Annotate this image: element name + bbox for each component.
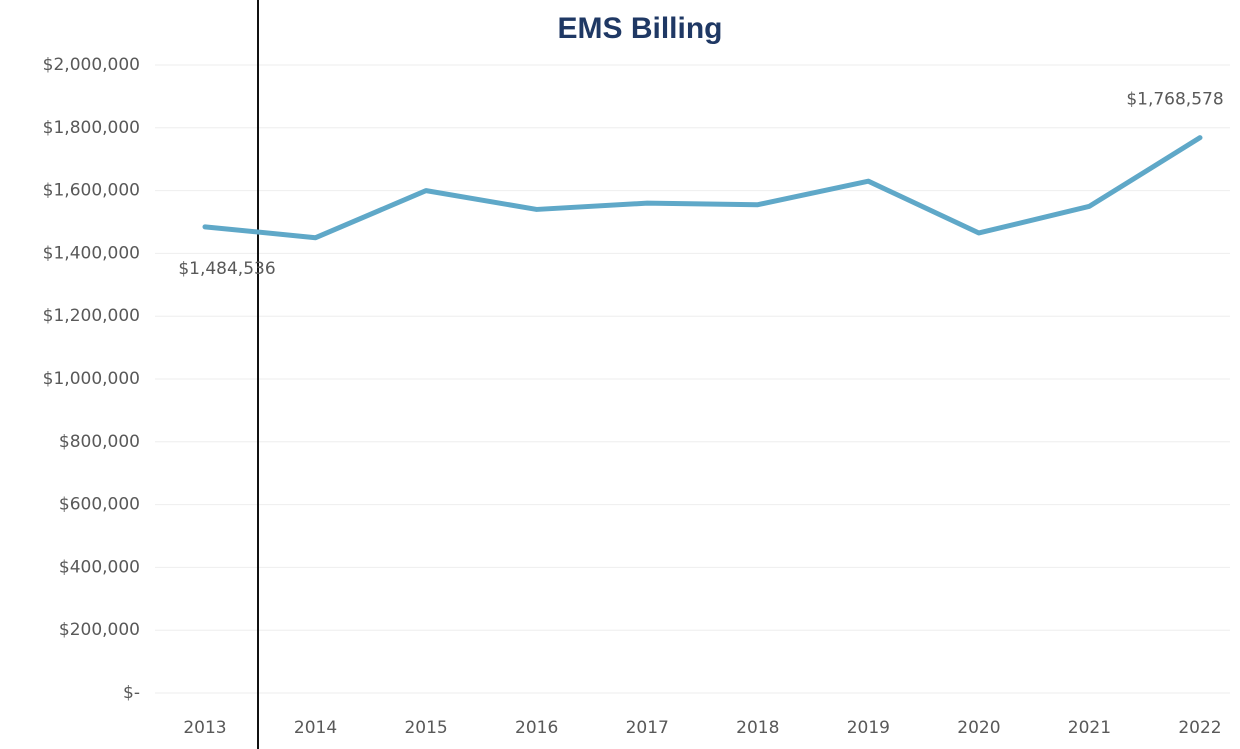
x-tick-label: 2016 (515, 718, 558, 738)
x-tick-label: 2014 (294, 718, 337, 738)
y-tick-label: $400,000 (59, 557, 140, 577)
x-tick-label: 2018 (736, 718, 779, 738)
y-tick-label: $1,400,000 (43, 243, 140, 263)
series-line (202, 135, 1203, 241)
x-tick-label: 2021 (1068, 718, 1111, 738)
data-label: $1,484,536 (178, 259, 275, 279)
grid (155, 64, 1230, 694)
x-tick-label: 2017 (626, 718, 669, 738)
y-tick-label: $1,800,000 (43, 118, 140, 138)
x-tick-label: 2022 (1178, 718, 1221, 738)
y-tick-label: $1,000,000 (43, 369, 140, 389)
x-tick-label: 2013 (183, 718, 226, 738)
x-tick-label: 2019 (847, 718, 890, 738)
chart-title: EMS Billing (558, 12, 723, 45)
y-tick-label: $1,600,000 (43, 181, 140, 201)
y-tick-label: $200,000 (59, 620, 140, 640)
data-label: $1,768,578 (1126, 90, 1223, 110)
x-tick-label: 2015 (404, 718, 447, 738)
y-tick-label: $800,000 (59, 432, 140, 452)
y-tick-label: $1,200,000 (43, 306, 140, 326)
y-tick-label: $600,000 (59, 495, 140, 515)
x-tick-label: 2020 (957, 718, 1000, 738)
y-tick-label: $- (123, 683, 140, 703)
y-tick-label: $2,000,000 (43, 55, 140, 75)
